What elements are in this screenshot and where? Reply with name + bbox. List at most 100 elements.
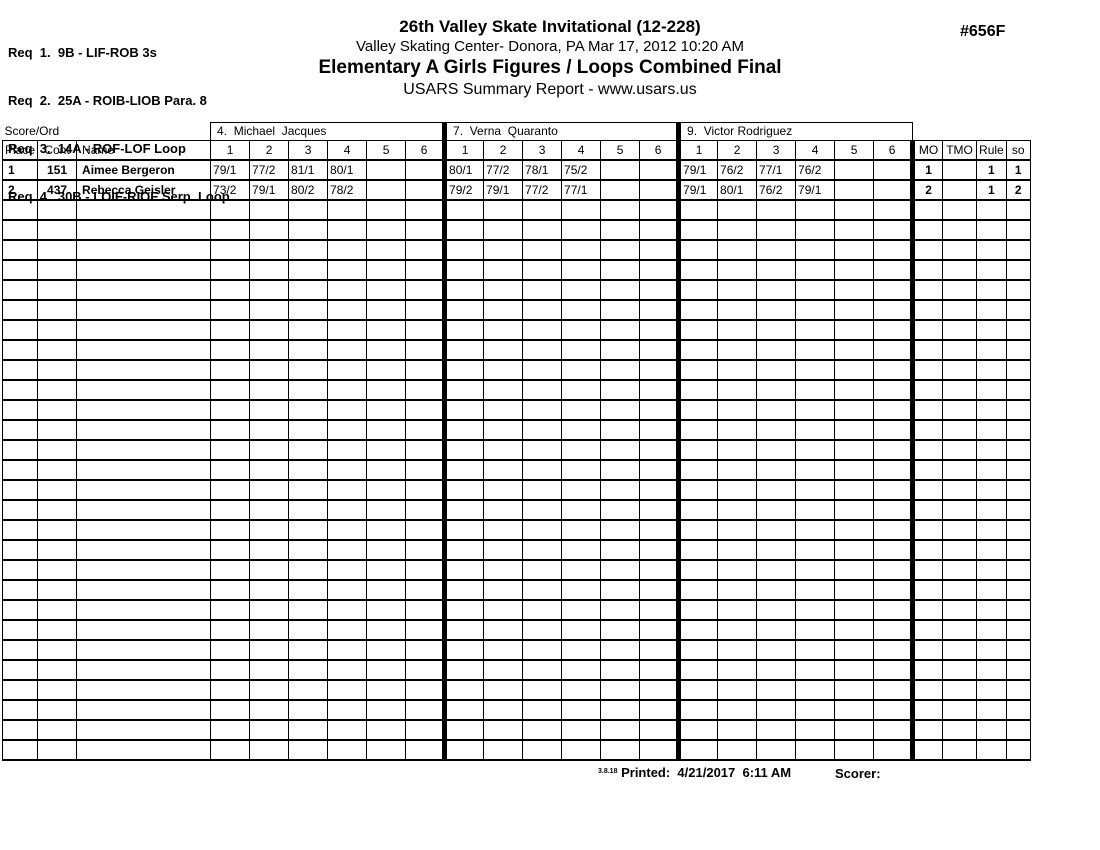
score-cell xyxy=(442,199,485,221)
tmo-cell xyxy=(942,339,978,361)
score-cell xyxy=(288,299,329,321)
rule-cell xyxy=(976,559,1007,581)
score-cell xyxy=(561,299,602,321)
so-cell xyxy=(1005,619,1031,641)
score-cell xyxy=(405,439,446,461)
score-cell: 75/2 xyxy=(561,159,602,181)
empty-row xyxy=(1,619,1031,641)
place-cell xyxy=(1,559,39,581)
cont-cell xyxy=(37,499,78,521)
cont-cell xyxy=(37,239,78,261)
so-cell xyxy=(1005,259,1031,281)
score-cell xyxy=(522,339,563,361)
score-ord-label: Score/Ord xyxy=(4,123,60,138)
score-cell xyxy=(834,719,875,741)
score-cell xyxy=(717,359,758,381)
rule-cell xyxy=(976,599,1007,621)
score-cell xyxy=(600,179,641,201)
score-cell xyxy=(483,359,524,381)
score-cell xyxy=(639,239,680,261)
score-cell xyxy=(873,339,914,361)
score-cell xyxy=(249,599,290,621)
score-cell xyxy=(795,679,836,701)
score-cell xyxy=(288,339,329,361)
score-cell xyxy=(483,479,524,501)
place-cell xyxy=(1,359,39,381)
score-cell xyxy=(210,679,251,701)
score-cell xyxy=(873,499,914,521)
score-cell xyxy=(483,679,524,701)
score-cell xyxy=(249,679,290,701)
mo-cell: 1 xyxy=(910,159,944,181)
score-cell xyxy=(600,659,641,681)
score-cell xyxy=(873,539,914,561)
score-cell xyxy=(756,619,797,641)
so-cell xyxy=(1005,679,1031,701)
name-cell xyxy=(76,539,212,561)
score-cell xyxy=(834,419,875,441)
score-cell xyxy=(834,379,875,401)
score-cell xyxy=(442,359,485,381)
score-cell xyxy=(795,199,836,221)
mo-cell xyxy=(910,739,944,761)
score-cell xyxy=(442,539,485,561)
so-cell xyxy=(1005,419,1031,441)
score-cell xyxy=(676,479,719,501)
score-cell xyxy=(834,699,875,721)
mo-cell xyxy=(910,719,944,741)
score-cell: 76/2 xyxy=(795,159,836,181)
empty-row xyxy=(1,199,1031,221)
score-cell xyxy=(639,419,680,441)
score-cell xyxy=(288,459,329,481)
score-cell xyxy=(834,499,875,521)
score-cell xyxy=(600,219,641,241)
score-cell xyxy=(288,479,329,501)
score-cell xyxy=(327,319,368,341)
score-cell xyxy=(561,579,602,601)
name-cell xyxy=(76,559,212,581)
score-cell xyxy=(366,439,407,461)
rule-cell xyxy=(976,699,1007,721)
name-cell xyxy=(76,279,212,301)
score-cell xyxy=(561,259,602,281)
mo-cell xyxy=(910,519,944,541)
score-cell xyxy=(639,579,680,601)
score-cell xyxy=(717,719,758,741)
score-cell xyxy=(795,599,836,621)
score-cell xyxy=(249,719,290,741)
score-cell xyxy=(676,359,719,381)
score-cell xyxy=(522,279,563,301)
name-cell xyxy=(76,379,212,401)
score-cell xyxy=(834,299,875,321)
score-cell xyxy=(483,659,524,681)
name-cell xyxy=(76,299,212,321)
score-cell xyxy=(483,719,524,741)
score-cell xyxy=(676,419,719,441)
score-cell xyxy=(288,239,329,261)
score-cell xyxy=(600,339,641,361)
cont-cell xyxy=(37,739,78,761)
score-cell xyxy=(366,159,407,181)
so-cell xyxy=(1005,459,1031,481)
score-cell xyxy=(639,599,680,621)
score-cell xyxy=(442,419,485,441)
score-cell xyxy=(717,519,758,541)
cont-cell xyxy=(37,719,78,741)
place-cell xyxy=(1,599,39,621)
score-cell xyxy=(249,499,290,521)
col-header-score-6: 6 xyxy=(639,140,680,161)
score-cell xyxy=(600,619,641,641)
score-cell xyxy=(600,199,641,221)
venue-date-line: Valley Skating Center- Donora, PA Mar 17… xyxy=(356,38,744,55)
tmo-cell xyxy=(942,399,978,421)
so-cell xyxy=(1005,719,1031,741)
rule-cell xyxy=(976,299,1007,321)
score-cell xyxy=(327,599,368,621)
col-header-score-1: 1 xyxy=(676,140,719,161)
score-cell xyxy=(249,299,290,321)
score-cell xyxy=(405,639,446,661)
score-cell xyxy=(834,179,875,201)
score-cell xyxy=(756,719,797,741)
score-cell xyxy=(327,739,368,761)
score-cell xyxy=(600,579,641,601)
